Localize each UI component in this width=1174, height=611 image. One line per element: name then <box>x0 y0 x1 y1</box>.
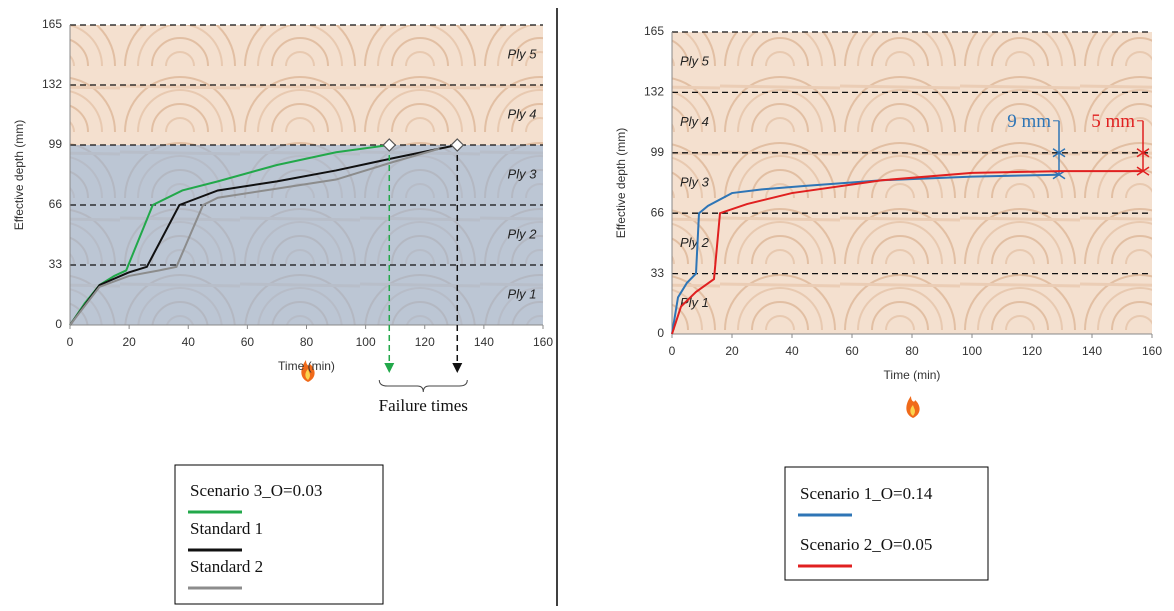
y-tick-label: 66 <box>651 205 665 219</box>
x-tick-label: 120 <box>1022 344 1042 358</box>
y-tick-label: 66 <box>49 197 63 211</box>
fire-icon <box>301 360 315 382</box>
dimension-tick <box>1136 166 1150 176</box>
y-tick-label: 33 <box>651 266 665 280</box>
x-tick-label: 20 <box>122 335 136 349</box>
y-tick-label: 132 <box>42 77 62 91</box>
data-line <box>69 144 458 326</box>
ply-label: Ply 4 <box>680 114 709 129</box>
dimension-tick <box>1052 148 1066 158</box>
fire-icon <box>906 396 920 418</box>
x-tick-label: 40 <box>785 344 799 358</box>
x-tick-label: 60 <box>845 344 859 358</box>
y-tick-label: 165 <box>644 24 664 38</box>
ply-label: Ply 5 <box>680 54 710 69</box>
y-tick-label: 99 <box>651 145 665 159</box>
x-tick-label: 100 <box>356 335 376 349</box>
dimension-label: 9 mm <box>1007 111 1051 132</box>
x-axis-label: Time (min) <box>278 359 335 373</box>
plot-background <box>672 32 1152 334</box>
failure-marker <box>382 138 397 152</box>
x-axis-label: Time (min) <box>884 368 941 382</box>
ply-label: Ply 2 <box>508 226 538 241</box>
ply-label: Ply 3 <box>508 166 538 181</box>
arrow-head <box>452 363 463 373</box>
x-tick-label: 0 <box>669 344 676 358</box>
brace <box>378 379 468 393</box>
y-tick-label: 0 <box>657 326 664 340</box>
legend-box <box>174 464 384 605</box>
x-tick-label: 40 <box>182 335 196 349</box>
x-tick-label: 120 <box>415 335 435 349</box>
ply-label: Ply 2 <box>680 235 710 250</box>
legend-label: Standard 2 <box>190 557 263 576</box>
ply-label: Ply 1 <box>680 295 709 310</box>
x-tick-label: 80 <box>905 344 919 358</box>
y-tick-label: 99 <box>49 137 63 151</box>
legend-label: Scenario 1_O=0.14 <box>800 484 933 503</box>
x-tick-label: 100 <box>962 344 982 358</box>
x-tick-label: 60 <box>241 335 255 349</box>
ply-label: Ply 5 <box>508 46 538 61</box>
failure-label: Failure times <box>379 396 468 415</box>
y-tick-label: 132 <box>644 85 664 99</box>
arrow-head <box>384 363 395 373</box>
y-axis-label: Effective depth (mm) <box>12 120 26 230</box>
ply-label: Ply 1 <box>508 286 537 301</box>
y-tick-label: 33 <box>49 257 63 271</box>
dimension-tick <box>1136 148 1150 158</box>
dimension-label: 5 mm <box>1091 111 1135 132</box>
legend-box <box>784 466 989 581</box>
x-tick-label: 140 <box>474 335 494 349</box>
legend-label: Scenario 2_O=0.05 <box>800 535 932 554</box>
x-tick-label: 20 <box>725 344 739 358</box>
y-axis-label: Effective depth (mm) <box>614 128 628 238</box>
x-tick-label: 80 <box>300 335 314 349</box>
ply-label: Ply 4 <box>508 106 537 121</box>
legend-label: Scenario 3_O=0.03 <box>190 481 322 500</box>
x-tick-label: 140 <box>1082 344 1102 358</box>
y-tick-label: 165 <box>42 17 62 31</box>
data-line <box>69 147 440 326</box>
legend-label: Standard 1 <box>190 519 263 538</box>
ply-label: Ply 3 <box>680 174 710 189</box>
failure-marker <box>450 138 465 152</box>
y-tick-label: 0 <box>55 317 62 331</box>
x-tick-label: 0 <box>67 335 74 349</box>
x-tick-label: 160 <box>1142 344 1162 358</box>
x-tick-label: 160 <box>533 335 553 349</box>
data-line <box>671 170 1143 335</box>
